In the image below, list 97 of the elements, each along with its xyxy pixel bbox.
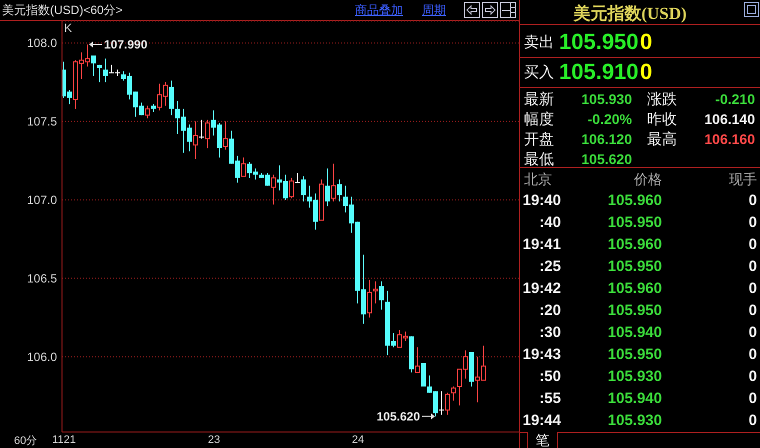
text: :40	[539, 214, 561, 231]
text: 105.620	[581, 151, 632, 167]
text: 卖出	[524, 34, 554, 51]
x-tick-label: 24	[352, 434, 364, 446]
text: 昨收	[647, 111, 677, 128]
text: 105.960	[608, 192, 662, 209]
text: 0	[748, 324, 757, 341]
text: 106.140	[704, 111, 755, 127]
text: 0	[748, 346, 757, 363]
y-tick-label: 106.5	[26, 272, 58, 286]
candlestick	[193, 120, 198, 160]
text: 最低	[524, 151, 554, 168]
candlestick	[373, 280, 378, 304]
text: 0	[748, 214, 757, 231]
text: 美元指数(USD)	[573, 4, 687, 23]
text: 106.160	[704, 131, 755, 147]
candlestick	[271, 174, 276, 206]
x-tick-label: 1121	[52, 434, 76, 446]
text: 0	[748, 412, 757, 429]
text: 19:42	[522, 280, 561, 297]
y-tick-label: 107.0	[26, 193, 58, 208]
text: 北京	[524, 171, 552, 187]
text: 商品叠加	[355, 3, 403, 17]
candlestick	[223, 120, 228, 150]
text: :25	[539, 258, 561, 275]
text: 笔	[536, 432, 550, 448]
text: 涨跌	[647, 91, 677, 108]
text: 105.940	[608, 390, 662, 407]
text: 19:41	[522, 236, 561, 253]
candlestick	[301, 176, 306, 202]
text: 最高	[647, 131, 677, 148]
text: 0	[748, 368, 757, 385]
text: 0	[748, 236, 757, 253]
text: 105.950	[608, 302, 662, 319]
text: 0	[640, 59, 652, 84]
text: 106.120	[581, 131, 632, 147]
text: 价格	[634, 171, 662, 187]
text: 105.940	[608, 324, 662, 341]
candlestick	[294, 172, 300, 184]
text: 开盘	[524, 131, 554, 148]
annotation: 105.620	[376, 409, 420, 424]
text: 周期	[422, 3, 446, 17]
annotation: 107.990	[104, 38, 148, 52]
candlestick	[331, 163, 336, 202]
candlestick	[97, 64, 102, 83]
text: 幅度	[524, 111, 554, 128]
candlestick	[325, 168, 330, 207]
candlestick	[451, 386, 456, 402]
text: 0	[748, 258, 757, 275]
text: -0.210	[715, 91, 755, 107]
text: 现手	[729, 171, 757, 187]
candlestick	[415, 346, 420, 373]
candlestick	[205, 119, 210, 149]
text: 0	[748, 390, 757, 407]
chart-title: 美元指数(USD)<60分>	[2, 3, 123, 17]
text: 最新	[524, 91, 554, 108]
text: 105.950	[608, 258, 662, 275]
y-tick-label: 106.0	[26, 350, 58, 364]
text: 105.950	[608, 214, 662, 231]
text: :50	[539, 368, 561, 385]
text: 105.950	[608, 346, 662, 363]
candlestick	[145, 105, 150, 119]
text: 60分	[14, 435, 38, 447]
text: 19:43	[522, 346, 561, 363]
text: :20	[539, 302, 561, 319]
text: 0	[748, 302, 757, 319]
text: :55	[539, 390, 561, 407]
y-tick-label: 108.0	[26, 36, 58, 50]
candlestick	[289, 177, 294, 199]
text: 105.960	[608, 236, 662, 253]
text: 105.930	[608, 412, 662, 429]
text: 19:40	[522, 192, 561, 209]
candlestick	[438, 390, 444, 416]
candlestick	[103, 58, 108, 83]
x-tick-label: 23	[208, 434, 220, 446]
text: 0	[640, 29, 652, 54]
candlestick	[169, 80, 174, 116]
text: 105.950	[559, 29, 639, 54]
text: 105.910	[559, 59, 639, 84]
text: 105.930	[608, 368, 662, 385]
candlestick	[241, 156, 246, 177]
text: 105.930	[581, 91, 632, 107]
y-tick-label: 107.5	[26, 114, 58, 129]
annotation: K	[64, 21, 72, 35]
candlestick	[198, 119, 204, 140]
candlestick	[367, 279, 372, 318]
text: 0	[748, 192, 757, 209]
candlestick	[445, 392, 450, 416]
candlestick	[91, 55, 96, 76]
text: 105.960	[608, 280, 662, 297]
candlestick	[337, 178, 342, 202]
text: :30	[539, 324, 561, 341]
text: 0	[748, 280, 757, 297]
candlestick	[379, 280, 384, 310]
text: -0.20%	[588, 111, 632, 127]
text: 买入	[524, 64, 554, 81]
text: 19:44	[522, 412, 561, 429]
